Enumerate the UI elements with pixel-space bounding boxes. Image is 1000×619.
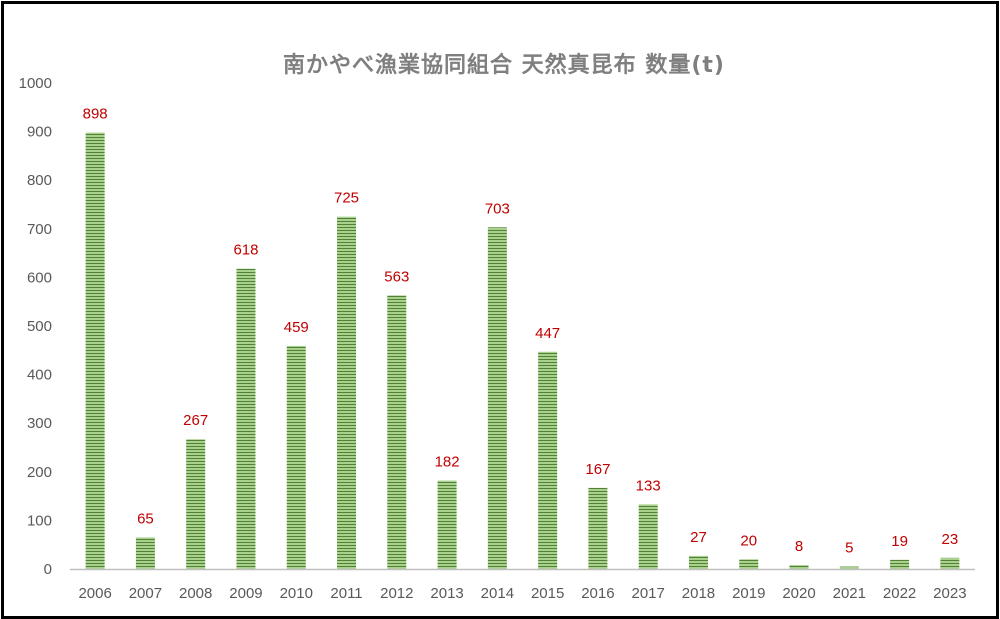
bar [588, 487, 608, 569]
bar [135, 537, 155, 569]
data-label: 563 [384, 268, 409, 285]
data-label: 20 [740, 532, 757, 549]
x-tick-label: 2007 [129, 585, 162, 602]
bar [538, 351, 558, 569]
x-tick-label: 2011 [330, 585, 362, 602]
bar [387, 295, 407, 569]
data-label: 167 [585, 461, 610, 478]
data-label: 182 [435, 454, 460, 471]
y-tick-label: 100 [27, 512, 52, 529]
data-label: 618 [233, 242, 258, 259]
data-labels: 898 65 267 618 459 725 563 182 703 447 167 133 27 20 8… [83, 106, 959, 557]
bar [337, 216, 357, 569]
x-tick-label: 2012 [380, 585, 413, 602]
x-tick-label: 2021 [833, 585, 866, 602]
x-tick-label: 2009 [229, 585, 262, 602]
x-tick-label: 2017 [632, 585, 665, 602]
data-label: 23 [942, 531, 959, 548]
y-axis: 0 100 200 300 400 500 600 700 800 900 1000 [19, 75, 52, 578]
data-label: 27 [690, 529, 707, 546]
data-label: 459 [284, 319, 309, 336]
bar [688, 555, 708, 569]
y-tick-label: 400 [27, 367, 52, 384]
bar [739, 559, 759, 569]
x-tick-label: 2020 [782, 585, 815, 602]
bar [940, 557, 960, 569]
data-label: 133 [636, 477, 661, 494]
x-tick-label: 2006 [78, 585, 111, 602]
bar [638, 504, 658, 569]
x-tick-label: 2016 [581, 585, 614, 602]
bar [890, 559, 910, 569]
data-label: 8 [795, 538, 803, 555]
x-tick-label: 2015 [531, 585, 564, 602]
bar [839, 566, 859, 569]
y-tick-label: 500 [27, 318, 52, 335]
x-tick-label: 2010 [280, 585, 313, 602]
x-tick-label: 2014 [481, 585, 514, 602]
data-label: 898 [83, 106, 108, 123]
bar [236, 268, 256, 569]
y-tick-label: 700 [27, 221, 52, 238]
y-tick-label: 0 [44, 561, 52, 578]
x-tick-label: 2022 [883, 585, 916, 602]
bar [487, 227, 507, 570]
y-tick-label: 900 [27, 124, 52, 141]
data-label: 5 [845, 540, 853, 557]
x-axis: 2006 2007 2008 2009 2010 2011 2012 2013 2014 2015… [70, 568, 975, 602]
bar [186, 439, 206, 569]
y-tick-label: 800 [27, 172, 52, 189]
x-tick-label: 2013 [430, 585, 463, 602]
bar [789, 565, 809, 569]
data-label: 725 [334, 190, 359, 207]
x-tick-label: 2008 [179, 585, 212, 602]
data-label: 19 [891, 533, 908, 550]
data-label: 267 [183, 412, 208, 429]
y-tick-label: 200 [27, 464, 52, 481]
y-tick-label: 600 [27, 269, 52, 286]
y-tick-label: 1000 [19, 75, 52, 92]
x-tick-label: 2019 [732, 585, 765, 602]
bar [286, 345, 306, 569]
y-tick-label: 300 [27, 415, 52, 432]
bars [85, 132, 960, 570]
x-tick-label: 2018 [682, 585, 715, 602]
data-label: 447 [535, 325, 560, 342]
bar [85, 132, 105, 569]
chart-title: 南かやべ漁業協同組合 天然真昆布 数量(t) [283, 52, 725, 78]
data-label: 703 [485, 200, 510, 217]
data-label: 65 [137, 510, 154, 527]
bar [437, 480, 457, 569]
x-tick-label: 2023 [933, 585, 966, 602]
